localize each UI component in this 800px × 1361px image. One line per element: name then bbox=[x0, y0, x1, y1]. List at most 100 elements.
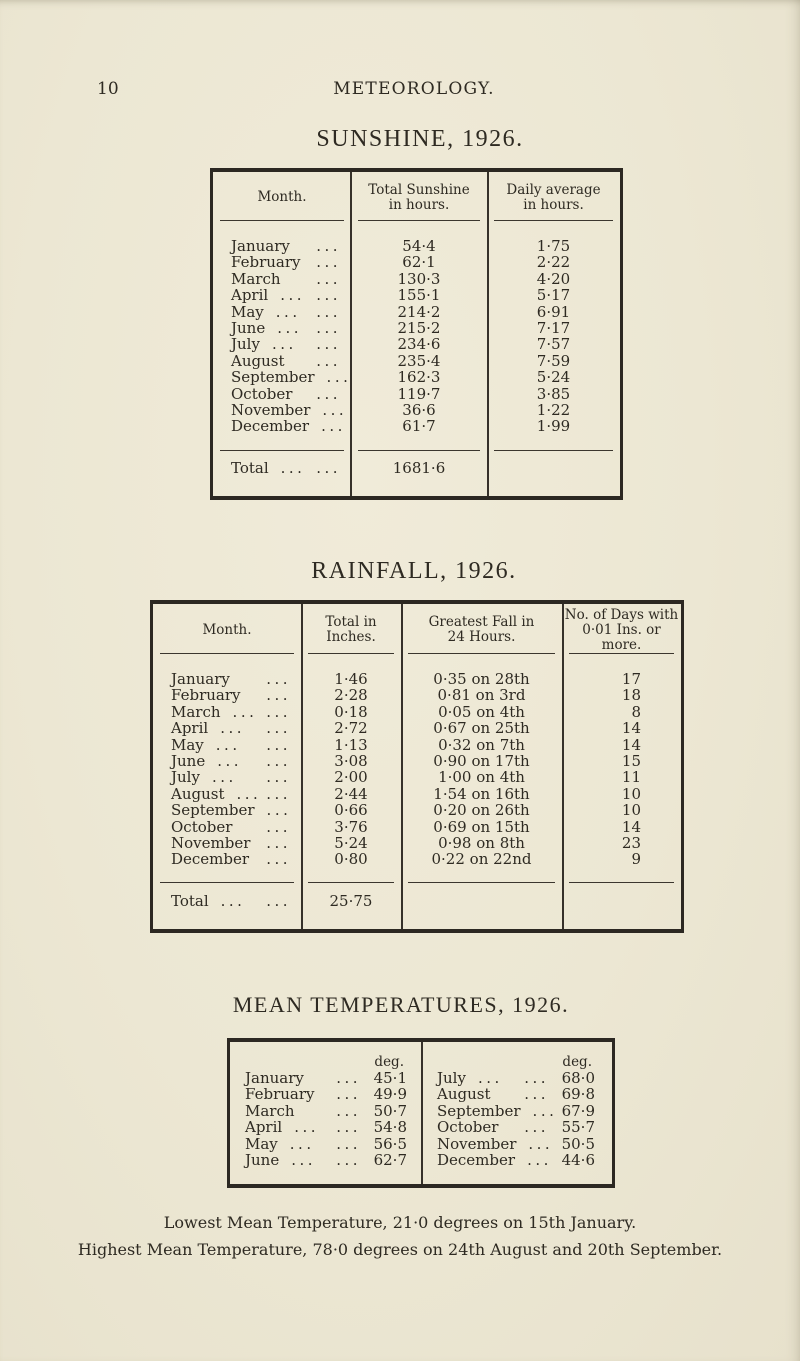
leader-dots: ... bbox=[232, 702, 258, 721]
total-sunshine-value: 155·1 bbox=[397, 286, 441, 305]
leader-dots: ... bbox=[316, 384, 341, 403]
leader-dots: ... bbox=[321, 417, 346, 436]
sunshine-table-body: January ... 54·4 1·75 February ... 62·1 … bbox=[213, 220, 620, 435]
month-label: September bbox=[231, 368, 315, 387]
rainfall-total-row: Total ... ... 25·75 bbox=[153, 891, 681, 910]
month-label: May bbox=[171, 735, 204, 754]
table-row: January ... 1·46 0·35 on 28th 17 bbox=[153, 670, 681, 688]
greatest-fall-value: 0·22 on 22nd bbox=[431, 850, 532, 869]
greatest-fall-value: 0·32 on 7th bbox=[438, 735, 525, 754]
table-row: November ... 5·24 0·98 on 8th 23 bbox=[153, 834, 681, 853]
greatest-fall-value: 1·54 on 16th bbox=[433, 784, 530, 803]
deg-unit-label: deg. bbox=[562, 1054, 592, 1070]
leader-dots: ... bbox=[294, 1118, 320, 1137]
table-row: April ... ... 2·72 0·67 on 25th 14 bbox=[153, 719, 681, 738]
mean-temperature-value: 49·9 bbox=[373, 1085, 407, 1104]
greatest-fall-value: 0·81 on 3rd bbox=[437, 686, 526, 705]
table-row: October ... 119·7 3·85 bbox=[213, 384, 620, 403]
month-label: December bbox=[437, 1151, 516, 1170]
month-label: April bbox=[231, 286, 269, 305]
rain-days-value: 8 bbox=[631, 702, 641, 721]
total-value-cell: 1681·6 bbox=[392, 458, 446, 477]
leader-dots: ... bbox=[266, 719, 291, 738]
month-label: January bbox=[245, 1069, 304, 1087]
leader-dots: ... bbox=[326, 368, 352, 387]
total-sunshine-value: 54·4 bbox=[402, 237, 436, 255]
month-cell: April ... ... bbox=[153, 719, 301, 738]
total-rule-segment bbox=[494, 450, 613, 452]
month-cell: April ... ... bbox=[213, 286, 351, 305]
table-row: April ... ... 54·8 bbox=[245, 1118, 407, 1137]
table-row: February ... 49·9 bbox=[245, 1085, 407, 1104]
table-row: July ... ... 68·0 bbox=[437, 1069, 595, 1087]
table-row: May ... ... 1·13 0·32 on 7th 14 bbox=[153, 735, 681, 754]
total-label-cell: Total ... ... bbox=[171, 891, 291, 910]
leader-dots: ... bbox=[336, 1118, 361, 1137]
daily-average-value: 7·57 bbox=[536, 335, 571, 354]
greatest-fall-value: 0·35 on 28th bbox=[433, 670, 530, 688]
leader-dots: ... bbox=[266, 752, 291, 771]
rain-days-value: 18 bbox=[621, 686, 641, 705]
month-label: January bbox=[231, 237, 290, 255]
total-inches-value: 0·18 bbox=[334, 702, 368, 721]
month-label: September bbox=[171, 801, 255, 820]
total-sunshine-value: 235·4 bbox=[397, 351, 441, 370]
month-label: August bbox=[171, 784, 225, 803]
mean-temperature-value: 62·7 bbox=[373, 1151, 407, 1170]
total-sunshine-value: 36·6 bbox=[402, 401, 436, 420]
total-rule-segment bbox=[308, 882, 394, 884]
table-row: September ... 0·66 0·20 on 26th 10 bbox=[153, 801, 681, 820]
total-inches-value: 2·00 bbox=[334, 768, 368, 787]
table-vertical-rule bbox=[401, 604, 403, 929]
month-label: March bbox=[245, 1101, 295, 1120]
month-label: November bbox=[437, 1134, 517, 1153]
month-label: February bbox=[245, 1085, 315, 1104]
total-inches-value: 5·24 bbox=[334, 834, 368, 853]
leader-dots: ... bbox=[275, 302, 301, 321]
header-rule-segment bbox=[160, 653, 294, 655]
rainfall-table-body: January ... 1·46 0·35 on 28th 17 Februar… bbox=[153, 653, 681, 868]
leader-dots: ... bbox=[291, 1151, 317, 1170]
leader-dots: ... bbox=[236, 784, 262, 803]
temperature-section-title: MEAN TEMPERATURES, 1926. bbox=[232, 992, 570, 1017]
leader-dots: ... bbox=[220, 891, 246, 910]
leader-dots: ... bbox=[277, 319, 303, 338]
rainfall-section-title: RAINFALL, 1926. bbox=[311, 558, 517, 584]
greatest-fall-value: 0·05 on 4th bbox=[438, 702, 525, 721]
table-row: August ... 69·8 bbox=[437, 1085, 595, 1104]
leader-dots: ... bbox=[316, 335, 341, 354]
leader-dots: ... bbox=[336, 1101, 361, 1120]
month-label: November bbox=[171, 834, 251, 853]
table-row: November ... 36·6 1·22 bbox=[213, 401, 620, 420]
mean-temperature-value: 67·9 bbox=[561, 1101, 595, 1120]
lowest-mean-temperature-note: Lowest Mean Temperature, 21·0 degrees on… bbox=[163, 1213, 637, 1232]
leader-dots: ... bbox=[266, 784, 291, 803]
leader-dots: ... bbox=[289, 1134, 315, 1153]
header-rule-segment bbox=[569, 653, 674, 655]
month-label: February bbox=[231, 253, 301, 272]
month-cell: July ... ... bbox=[213, 335, 351, 354]
month-cell: January ... bbox=[213, 237, 351, 255]
month-label: August bbox=[437, 1085, 491, 1104]
column-header-days: No. of Days with 0·01 Ins. or more. bbox=[564, 606, 679, 653]
total-inches-value: 1·46 bbox=[334, 670, 368, 688]
leader-dots: ... bbox=[322, 401, 348, 420]
month-cell: February ... bbox=[213, 253, 351, 272]
daily-average-value: 1·22 bbox=[536, 401, 571, 420]
leader-dots: ... bbox=[266, 735, 291, 754]
month-cell: August ... bbox=[213, 352, 351, 369]
month-label: December bbox=[171, 850, 250, 869]
header-rule-segment bbox=[408, 653, 555, 655]
rain-days-value: 15 bbox=[621, 752, 641, 771]
month-cell: November ... bbox=[153, 834, 301, 853]
leader-dots: ... bbox=[528, 1134, 554, 1153]
column-header-total-sunshine: Total Sunshine in hours. bbox=[368, 181, 470, 213]
month-label: October bbox=[437, 1118, 499, 1137]
month-label: September bbox=[437, 1101, 521, 1120]
table-vertical-rule bbox=[487, 172, 489, 496]
month-cell: September ... bbox=[213, 368, 352, 387]
table-row: August ... 235·4 7·59 bbox=[213, 351, 620, 370]
leader-dots: ... bbox=[477, 1069, 503, 1087]
table-row: December ... 0·80 0·22 on 22nd 9 bbox=[153, 850, 681, 869]
month-cell: June ... ... bbox=[213, 319, 351, 338]
